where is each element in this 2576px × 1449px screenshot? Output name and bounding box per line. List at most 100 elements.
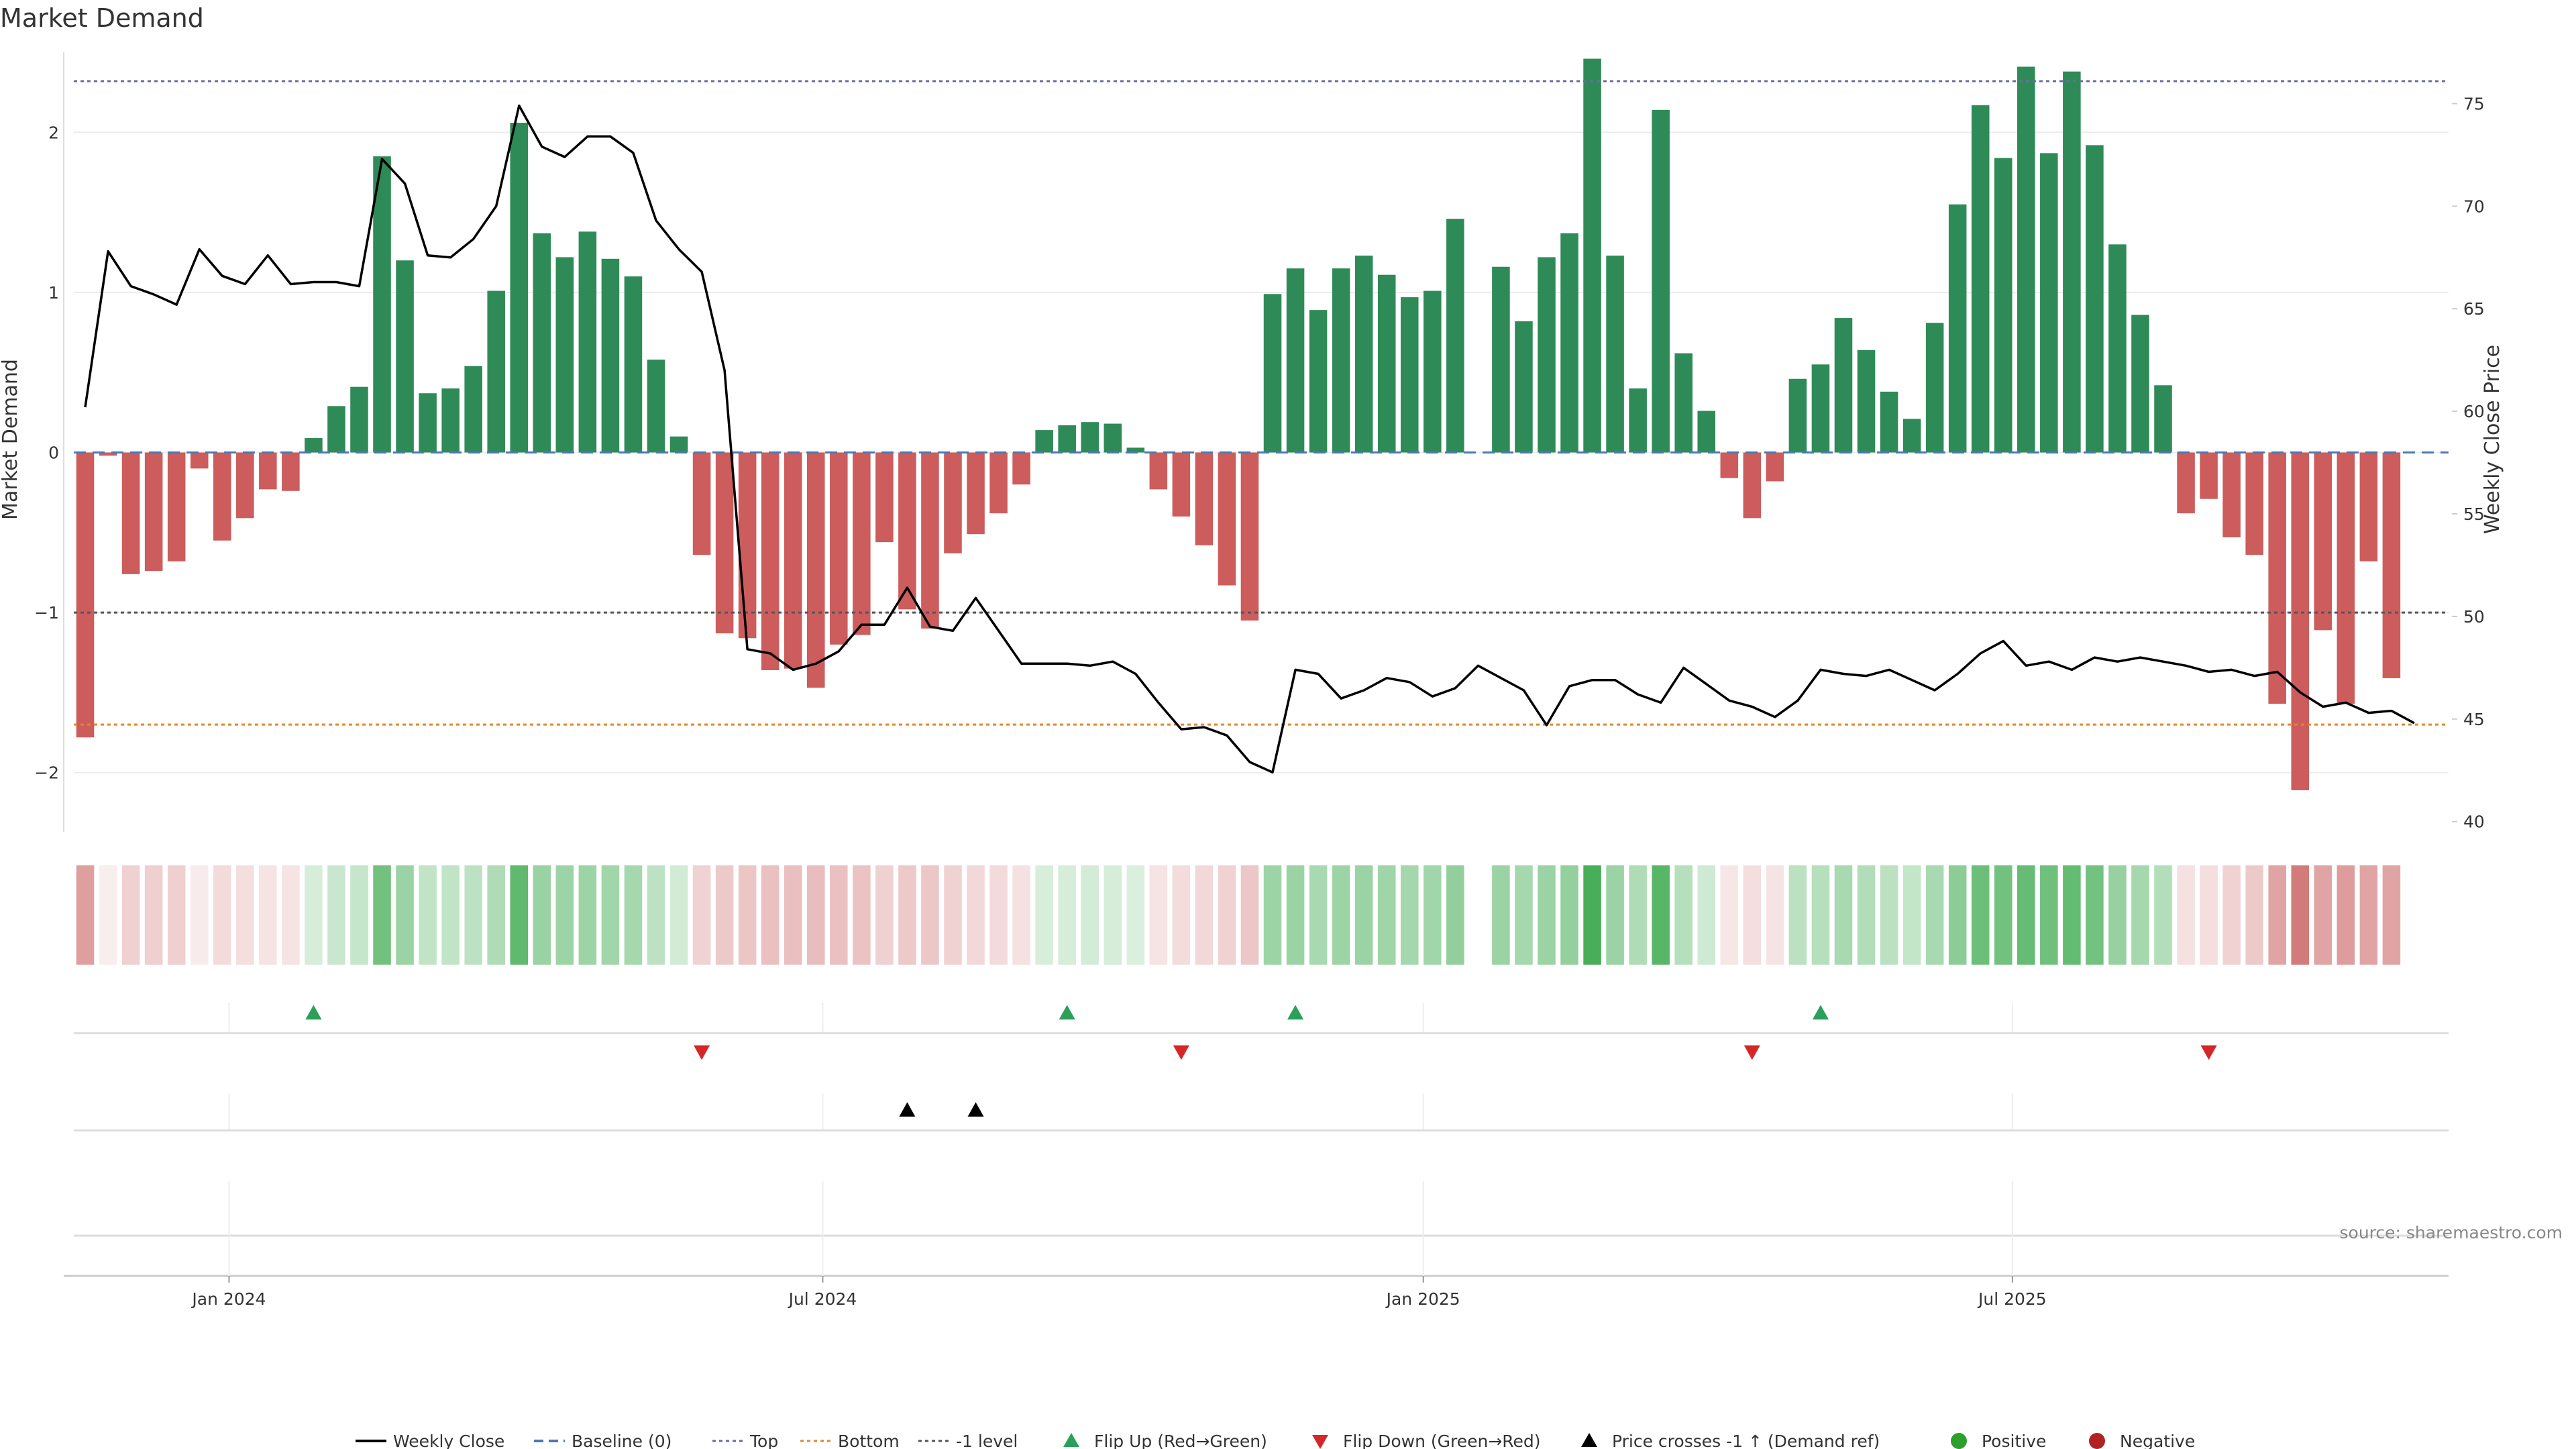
- heat-cell: [2177, 865, 2195, 965]
- heat-cell: [601, 865, 620, 965]
- demand-bar: [1560, 233, 1578, 453]
- demand-bar: [1971, 105, 1990, 453]
- demand-bar: [1674, 353, 1693, 453]
- heat-cell: [738, 865, 757, 965]
- demand-bar: [1309, 310, 1328, 453]
- legend-item: Flip Up (Red→Green): [1063, 1432, 1267, 1449]
- heat-cell: [2108, 865, 2127, 965]
- heat-cell: [464, 865, 482, 965]
- demand-bar: [1583, 58, 1601, 453]
- heat-cell: [510, 865, 529, 965]
- legend-label: Baseline (0): [572, 1432, 672, 1449]
- heat-cell: [487, 865, 505, 965]
- heat-cell: [1354, 865, 1373, 965]
- heat-cell: [1081, 865, 1099, 965]
- heat-cell: [1492, 865, 1510, 965]
- demand-bar: [1400, 297, 1419, 453]
- heat-cell: [2063, 865, 2081, 965]
- legend-label: Flip Down (Green→Red): [1343, 1432, 1541, 1449]
- event-markers: [74, 1003, 2449, 1237]
- heat-cell: [213, 865, 231, 965]
- demand-bar: [282, 452, 300, 491]
- flip-up-marker: [1059, 1005, 1075, 1020]
- demand-bar: [624, 276, 643, 453]
- legend-label: Positive: [1982, 1432, 2046, 1449]
- demand-bar: [601, 258, 620, 453]
- demand-bar: [1492, 266, 1510, 453]
- heat-cell: [2222, 865, 2241, 965]
- heat-cell: [2382, 865, 2401, 965]
- demand-bar: [1286, 268, 1305, 453]
- heat-cell: [1446, 865, 1464, 965]
- demand-bar: [1126, 447, 1145, 453]
- heat-cell: [830, 865, 848, 965]
- legend-item: Baseline (0): [534, 1432, 672, 1449]
- demand-bar: [1766, 452, 1784, 482]
- demand-bar: [1446, 219, 1464, 453]
- heat-cell: [76, 865, 95, 965]
- demand-bar: [647, 360, 665, 453]
- heat-cell: [875, 865, 894, 965]
- heat-cell: [121, 865, 140, 965]
- demand-bar: [167, 452, 186, 561]
- demand-bar: [213, 452, 231, 541]
- x-axis: Jan 2024 Jul 2024 Jan 2025 Jul 2025: [64, 1181, 2449, 1309]
- y2-tick-label: 70: [2463, 197, 2485, 216]
- heat-cell: [2131, 865, 2149, 965]
- heat-cell: [1629, 865, 1647, 965]
- legend-item: Bottom: [800, 1432, 900, 1449]
- flip-up-marker: [1812, 1005, 1829, 1020]
- demand-bar: [259, 452, 277, 490]
- demand-bar: [1240, 452, 1259, 621]
- heat-cell: [2154, 865, 2172, 965]
- demand-bar: [1263, 294, 1282, 453]
- demand-bar: [1857, 350, 1876, 453]
- heat-cell: [1902, 865, 1921, 965]
- demand-bar: [1515, 321, 1533, 453]
- heat-cell: [921, 865, 939, 965]
- y2-tick-label: 65: [2463, 299, 2485, 319]
- heat-cell: [806, 865, 825, 965]
- heat-cell: [1012, 865, 1030, 965]
- demand-bar: [396, 260, 414, 453]
- x-tick-label: Jul 2025: [1977, 1289, 2047, 1309]
- heat-cell: [2268, 865, 2286, 965]
- chart-title: Market Demand: [0, 3, 204, 33]
- legend-item: Negative: [2089, 1432, 2195, 1449]
- heat-cell: [305, 865, 323, 965]
- x-tick-label: Jul 2024: [788, 1289, 857, 1309]
- demand-bar: [1172, 452, 1191, 517]
- heat-cell: [1743, 865, 1762, 965]
- heat-cell: [1424, 865, 1442, 965]
- flip-down-marker: [1743, 1045, 1760, 1060]
- weekly-close-line: [84, 104, 2415, 774]
- legend-label: Flip Up (Red→Green): [1094, 1432, 1267, 1449]
- heat-cell: [99, 865, 117, 965]
- demand-bar: [1424, 290, 1442, 453]
- heat-cell: [555, 865, 574, 965]
- demand-bar: [2382, 452, 2401, 678]
- heat-cell: [1149, 865, 1168, 965]
- demand-bar: [875, 452, 894, 543]
- flip-down-marker: [2200, 1045, 2217, 1060]
- demand-bar: [2040, 153, 2058, 453]
- demand-bar: [2291, 452, 2310, 790]
- heat-cell: [669, 865, 688, 965]
- heat-cell: [1788, 865, 1807, 965]
- heat-cell: [578, 865, 597, 965]
- demand-bar: [1332, 268, 1350, 453]
- demand-bar: [2177, 452, 2195, 514]
- demand-bar: [2108, 244, 2127, 453]
- demand-bar: [1652, 109, 1670, 453]
- legend-swatch: [1951, 1433, 1967, 1449]
- demand-bar: [1035, 430, 1053, 453]
- heat-cell: [1583, 865, 1601, 965]
- legend-swatch: [1312, 1435, 1328, 1449]
- demand-bar: [1925, 323, 1944, 453]
- demand-bar: [2063, 71, 2081, 453]
- demand-bar: [1880, 391, 1898, 453]
- heat-cell: [853, 865, 871, 965]
- y2-tick-label: 75: [2463, 94, 2485, 113]
- demand-bar: [419, 393, 437, 453]
- heat-cell: [396, 865, 414, 965]
